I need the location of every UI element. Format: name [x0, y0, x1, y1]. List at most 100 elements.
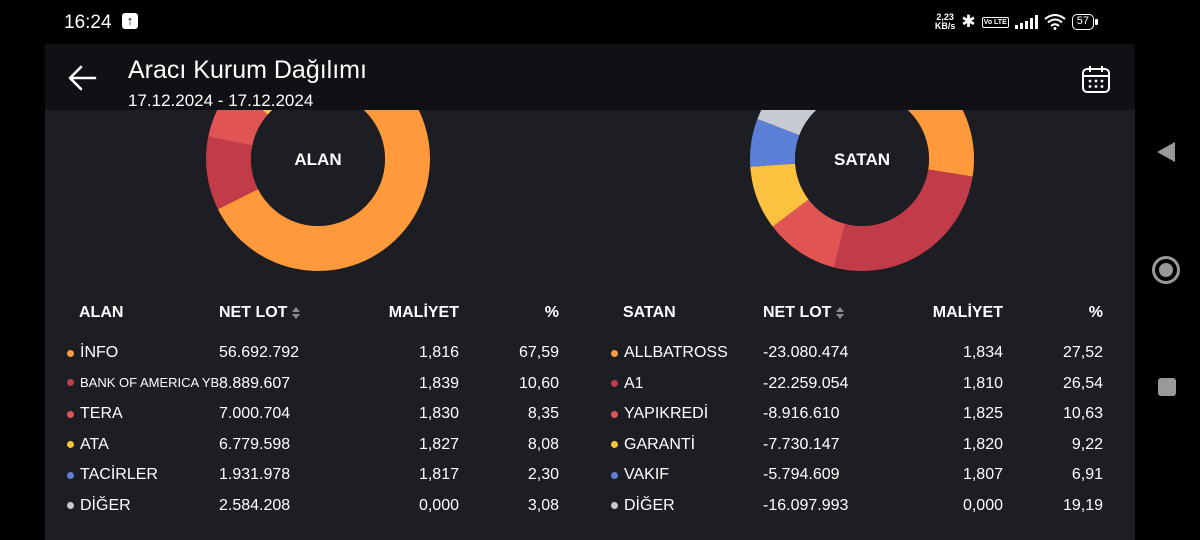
legend-dot: [611, 471, 618, 479]
alan-col-percent[interactable]: %: [544, 304, 559, 321]
row-percent: 3,08: [527, 496, 559, 514]
page-title: Aracı Kurum Dağılımı: [128, 56, 367, 84]
row-maliyet: 1,834: [962, 344, 1003, 361]
donut-hole: [251, 92, 385, 226]
row-name-label: YAPIKREDİ: [624, 405, 709, 422]
satan-table-header: SATAN NET LOT MALİYET %: [611, 304, 1131, 344]
donut-slice-4: [750, 119, 800, 167]
satan-donut-label: SATAN: [833, 150, 891, 169]
table-row[interactable]: A1 -22.259.054 1,810 26,54: [611, 375, 1131, 406]
row-net-lot: 1.931.978: [219, 466, 291, 483]
satan-rows: ALLBATROSS -23.080.474 1,834 27,52 A1 -22.259…: [611, 344, 1131, 527]
alan-col-maliyet[interactable]: MALİYET: [388, 304, 459, 321]
row-name-label: DİĞER: [624, 496, 675, 514]
sort-icon: [292, 306, 301, 319]
alan-table: ALAN NET LOT MALİYET % İNFO 56.692.792 1,8…: [67, 304, 587, 527]
table-row[interactable]: VAKIF -5.794.609 1,807 6,91: [611, 466, 1131, 497]
navigation-bar: [1135, 0, 1200, 540]
row-maliyet: 1,816: [418, 344, 459, 361]
table-row[interactable]: İNFO 56.692.792 1,816 67,59: [67, 344, 587, 375]
row-maliyet: 1,825: [962, 405, 1003, 422]
table-row[interactable]: ALLBATROSS -23.080.474 1,834 27,52: [611, 344, 1131, 375]
legend-dot: [67, 378, 74, 386]
table-row[interactable]: ATA 6.779.598 1,827 8,08: [67, 436, 587, 467]
alan-col-net-lot-label: NET LOT: [219, 304, 288, 321]
alan-table-header: ALAN NET LOT MALİYET %: [67, 304, 587, 344]
row-maliyet: 1,817: [418, 466, 459, 483]
back-arrow-icon[interactable]: [67, 64, 97, 92]
table-row[interactable]: YAPIKREDİ -8.916.610 1,825 10,63: [611, 405, 1131, 436]
row-percent: 8,35: [527, 405, 559, 422]
satan-col-maliyet[interactable]: MALİYET: [932, 304, 1003, 321]
status-bar: 16:24 ↑ 2,23 KB/s ✱ Vo LTE 57: [0, 0, 1200, 44]
row-net-lot: -5.794.609: [763, 466, 840, 483]
donut-slice-1: [833, 169, 973, 271]
legend-dot: [67, 410, 74, 418]
row-net-lot: -16.097.993: [763, 496, 849, 514]
row-maliyet: 1,810: [962, 374, 1003, 392]
row-maliyet: 1,820: [962, 435, 1003, 453]
row-name: GARANTİ: [611, 436, 695, 454]
row-percent: 10,60: [518, 374, 559, 392]
row-name: İNFO: [67, 344, 118, 362]
legend-dot: [611, 502, 618, 509]
upload-icon: ↑: [122, 13, 138, 29]
satan-col-name[interactable]: SATAN: [623, 304, 676, 321]
table-row[interactable]: BANK OF AMERICA YB 8.889.607 1,839 10,60: [67, 375, 587, 406]
satan-col-net-lot[interactable]: NET LOT: [763, 304, 845, 322]
legend-dot: [611, 441, 618, 448]
table-row[interactable]: GARANTİ -7.730.147 1,820 9,22: [611, 436, 1131, 467]
wifi-icon: [1044, 14, 1066, 30]
table-row[interactable]: DİĞER 2.584.208 0,000 3,08: [67, 497, 587, 528]
nav-recents-icon[interactable]: [1158, 378, 1176, 396]
legend-dot: [611, 380, 618, 387]
row-maliyet: 1,839: [418, 374, 459, 392]
row-name-label: VAKIF: [624, 466, 670, 483]
legend-dot: [67, 349, 74, 357]
satan-table: SATAN NET LOT MALİYET % ALLBATROSS -23.08…: [611, 304, 1131, 527]
battery-icon: 57: [1071, 14, 1099, 30]
speed-unit: KB/s: [934, 21, 956, 31]
nav-back-icon[interactable]: [1157, 142, 1175, 162]
calendar-icon[interactable]: [1081, 64, 1111, 94]
row-percent: 2,30: [527, 466, 559, 483]
row-name: DİĞER: [67, 497, 131, 515]
satan-col-percent[interactable]: %: [1088, 304, 1103, 321]
network-speed: 2,23 KB/s: [935, 13, 956, 31]
speed-value: 2,23: [936, 12, 954, 22]
satan-col-net-lot-label: NET LOT: [763, 304, 832, 321]
table-row[interactable]: TACİRLER 1.931.978 1,817 2,30: [67, 466, 587, 497]
table-row[interactable]: TERA 7.000.704 1,830 8,35: [67, 405, 587, 436]
row-maliyet: 0,000: [418, 496, 459, 514]
row-name-label: GARANTİ: [624, 435, 696, 453]
date-range: 17.12.2024 - 17.12.2024: [128, 91, 314, 110]
status-icons: 2,23 KB/s ✱ Vo LTE 57: [935, 12, 1099, 32]
row-name-label: TERA: [80, 405, 123, 422]
legend-dot: [67, 471, 74, 479]
volte-icon: Vo LTE: [981, 16, 1009, 28]
sort-icon: [836, 306, 845, 319]
row-name-label: TACİRLER: [80, 466, 158, 483]
row-percent: 27,52: [1062, 344, 1103, 361]
nav-home-icon[interactable]: [1152, 256, 1180, 284]
donut-slice-3: [750, 163, 809, 227]
row-net-lot: 8.889.607: [219, 374, 291, 392]
row-percent: 67,59: [518, 344, 559, 361]
row-percent: 19,19: [1062, 496, 1103, 514]
row-percent: 8,08: [527, 435, 559, 453]
row-maliyet: 1,827: [418, 435, 459, 453]
alan-col-net-lot[interactable]: NET LOT: [219, 304, 301, 322]
alan-rows: İNFO 56.692.792 1,816 67,59 BANK OF AMERICA …: [67, 344, 587, 527]
row-name: A1: [611, 375, 644, 393]
donut-slice-2: [772, 199, 846, 268]
row-net-lot: 7.000.704: [219, 405, 291, 422]
row-net-lot: 6.779.598: [219, 435, 291, 453]
row-net-lot: -22.259.054: [763, 374, 849, 392]
alan-col-name[interactable]: ALAN: [79, 304, 124, 321]
row-net-lot: -23.080.474: [763, 344, 849, 361]
row-name: YAPIKREDİ: [611, 405, 708, 423]
table-row[interactable]: DİĞER -16.097.993 0,000 19,19: [611, 497, 1131, 528]
row-maliyet: 0,000: [962, 496, 1003, 514]
donut-slice-1: [206, 136, 259, 210]
row-net-lot: 2.584.208: [219, 496, 291, 514]
